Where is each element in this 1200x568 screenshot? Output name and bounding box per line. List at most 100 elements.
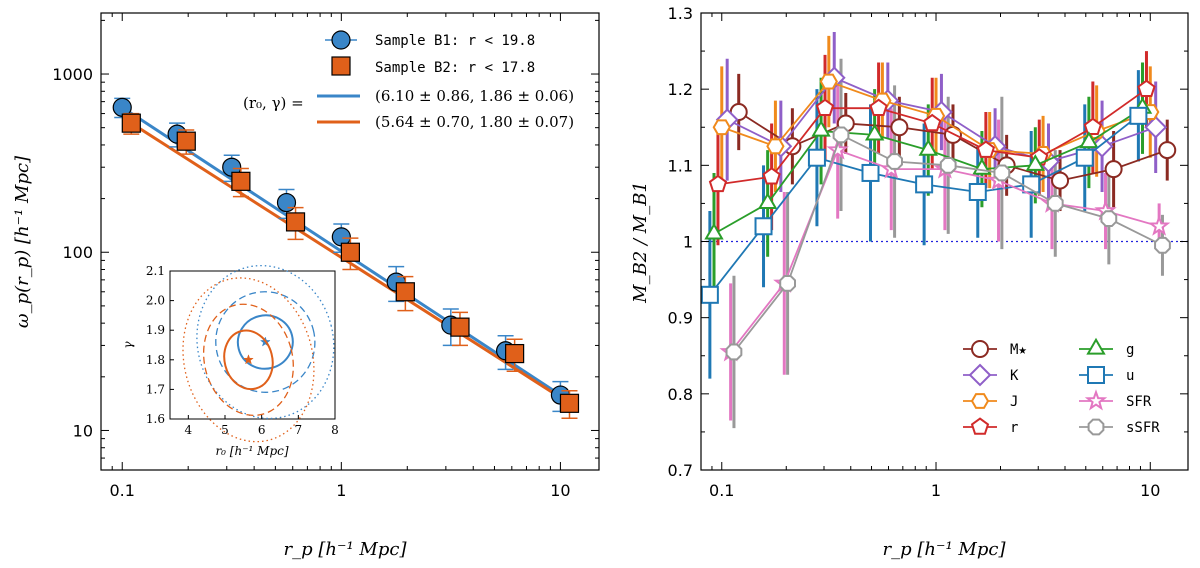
ratio-point-J [819, 73, 838, 90]
inset-contour [223, 329, 274, 391]
data-point-b2 [450, 317, 470, 337]
ratio-point-r [762, 167, 781, 185]
inset-x-tick-label: 4 [185, 423, 193, 437]
ratio-point-sSFR [1100, 210, 1118, 228]
inset-y-tick-label: 2.1 [146, 264, 165, 278]
inset-y-tick-label: 1.9 [146, 323, 165, 337]
ratio-point-J [766, 138, 785, 155]
left-legend: Sample B1: r < 19.8 Sample B2: r < 17.8 … [243, 30, 574, 131]
right-y-tick-label: 0.9 [668, 309, 693, 328]
inset-x-tick-label: 7 [295, 423, 303, 437]
ratio-point-K [1144, 115, 1168, 139]
right-y-tick-label: 0.7 [668, 461, 693, 480]
inset-y-tick-label: 1.8 [146, 353, 165, 367]
legend-entry-r: r [963, 417, 1018, 436]
right-y-tick-label: 1.2 [668, 80, 693, 99]
legend-label-sSFR: sSFR [1126, 420, 1160, 436]
right-y-tick-label: 1.3 [668, 4, 693, 23]
inset-y-axis-label: γ [121, 341, 135, 349]
ratio-point-u [1129, 106, 1148, 125]
legend-fit-b1-label: (6.10 ± 0.86, 1.86 ± 0.06) [375, 87, 574, 105]
left-y-tick-label: 10 [73, 421, 93, 440]
inset-plot: 4 5 6 7 8 1.6 1.7 1.8 1.9 2.0 2.1 r₀ [h⁻¹ Mpc] γ [121, 264, 339, 458]
inset-contour [196, 264, 335, 420]
right-y-tick-label: 1 [683, 233, 693, 252]
legend-entry-b1: Sample B1: r < 19.8 [325, 30, 535, 50]
left-ticks: 0.1 1 10 10 100 1000 [52, 13, 599, 500]
ratio-point-r [923, 113, 942, 132]
ratio-point-u [807, 148, 826, 167]
legend-b2-marker [331, 56, 351, 76]
left-y-tick-label: 100 [62, 243, 93, 262]
ratio-point-M★ [1051, 171, 1070, 190]
ratio-point-u [915, 175, 934, 194]
right-data-layer [701, 32, 1188, 429]
right-x-tick-label: 1 [931, 481, 941, 500]
legend-entry-g: g [1079, 337, 1134, 358]
right-y-tick-label: 1.1 [668, 156, 693, 175]
inset-frame [169, 270, 336, 420]
ratio-point-sSFR [779, 275, 796, 292]
legend-label-u: u [1126, 368, 1134, 384]
ratio-point-M★ [1104, 160, 1123, 179]
ratio-point-r [1137, 79, 1156, 97]
data-point-b1 [276, 192, 297, 213]
ratio-point-g [864, 123, 885, 141]
right-x-tick-label: 10 [1140, 481, 1160, 500]
legend-entry-b2: Sample B2: r < 17.8 [331, 56, 535, 76]
ratio-point-sSFR [1046, 195, 1064, 212]
legend-label-r: r [1010, 420, 1018, 436]
ratio-point-r [815, 98, 835, 116]
inset-best-fit-star [243, 354, 254, 365]
legend-entry-u: u [1079, 366, 1134, 384]
legend-fit-prefix: (r₀, γ) = [243, 94, 304, 112]
ratio-point-sSFR [939, 156, 957, 174]
legend-marker-r [970, 417, 990, 435]
legend-label-g: g [1126, 342, 1134, 358]
ratio-point-g [1025, 154, 1046, 171]
left-panel: 0.1 1 10 10 100 1000 r_p [h⁻¹ Mpc] ω_p(r_p) [… [12, 12, 600, 560]
ratio-point-g [704, 222, 724, 240]
inset-y-tick-label: 1.7 [146, 382, 165, 396]
ratio-point-J [712, 119, 731, 136]
legend-label-K: K [1010, 368, 1019, 384]
inset-y-tick-label: 2.0 [146, 294, 165, 308]
ratio-point-g [1079, 131, 1099, 149]
left-x-tick-label: 0.1 [110, 481, 135, 500]
legend-marker-SFR [1084, 389, 1108, 411]
ratio-point-u [701, 285, 719, 304]
legend-b2-label: Sample B2: r < 17.8 [375, 60, 535, 76]
data-point-b2 [505, 343, 525, 364]
legend-marker-K [968, 363, 992, 387]
inset-contour [202, 303, 294, 417]
legend-entry-K: K [963, 363, 1019, 387]
legend-marker-sSFR [1087, 418, 1105, 436]
legend-fit-b2-label: (5.64 ± 0.70, 1.80 ± 0.07) [375, 113, 574, 131]
left-data-layer [112, 97, 580, 420]
inset-contour [215, 291, 316, 393]
ratio-point-u [861, 163, 880, 182]
legend-marker-u [1087, 366, 1105, 384]
legend-label-SFR: SFR [1126, 394, 1152, 410]
legend-entry-M★: M★ [963, 340, 1027, 358]
inset-x-tick-label: 8 [331, 423, 339, 437]
data-point-b2 [559, 393, 580, 413]
legend-label-J: J [1010, 394, 1018, 410]
legend-label-M★: M★ [1010, 342, 1027, 358]
legend-entry-J: J [963, 393, 1018, 410]
ratio-point-g [811, 119, 831, 137]
ratio-point-M★ [890, 118, 909, 137]
right-ticks: 0.1 1 10 0.7 0.8 0.9 1 1.1 1.2 1.3 [668, 4, 1188, 500]
legend-marker-J [970, 393, 990, 409]
data-point-b2 [395, 282, 415, 302]
ratio-point-r [976, 140, 996, 158]
ratio-point-g [757, 192, 778, 210]
legend-entry-sSFR: sSFR [1079, 418, 1160, 436]
ratio-point-r [869, 98, 888, 116]
ratio-point-u [754, 217, 773, 236]
right-x-tick-label: 0.1 [709, 481, 734, 500]
left-axes-frame [100, 12, 600, 471]
inset-ticks: 4 5 6 7 8 1.6 1.7 1.8 1.9 2.0 2.1 [146, 264, 339, 437]
ratio-point-r [1083, 117, 1103, 136]
